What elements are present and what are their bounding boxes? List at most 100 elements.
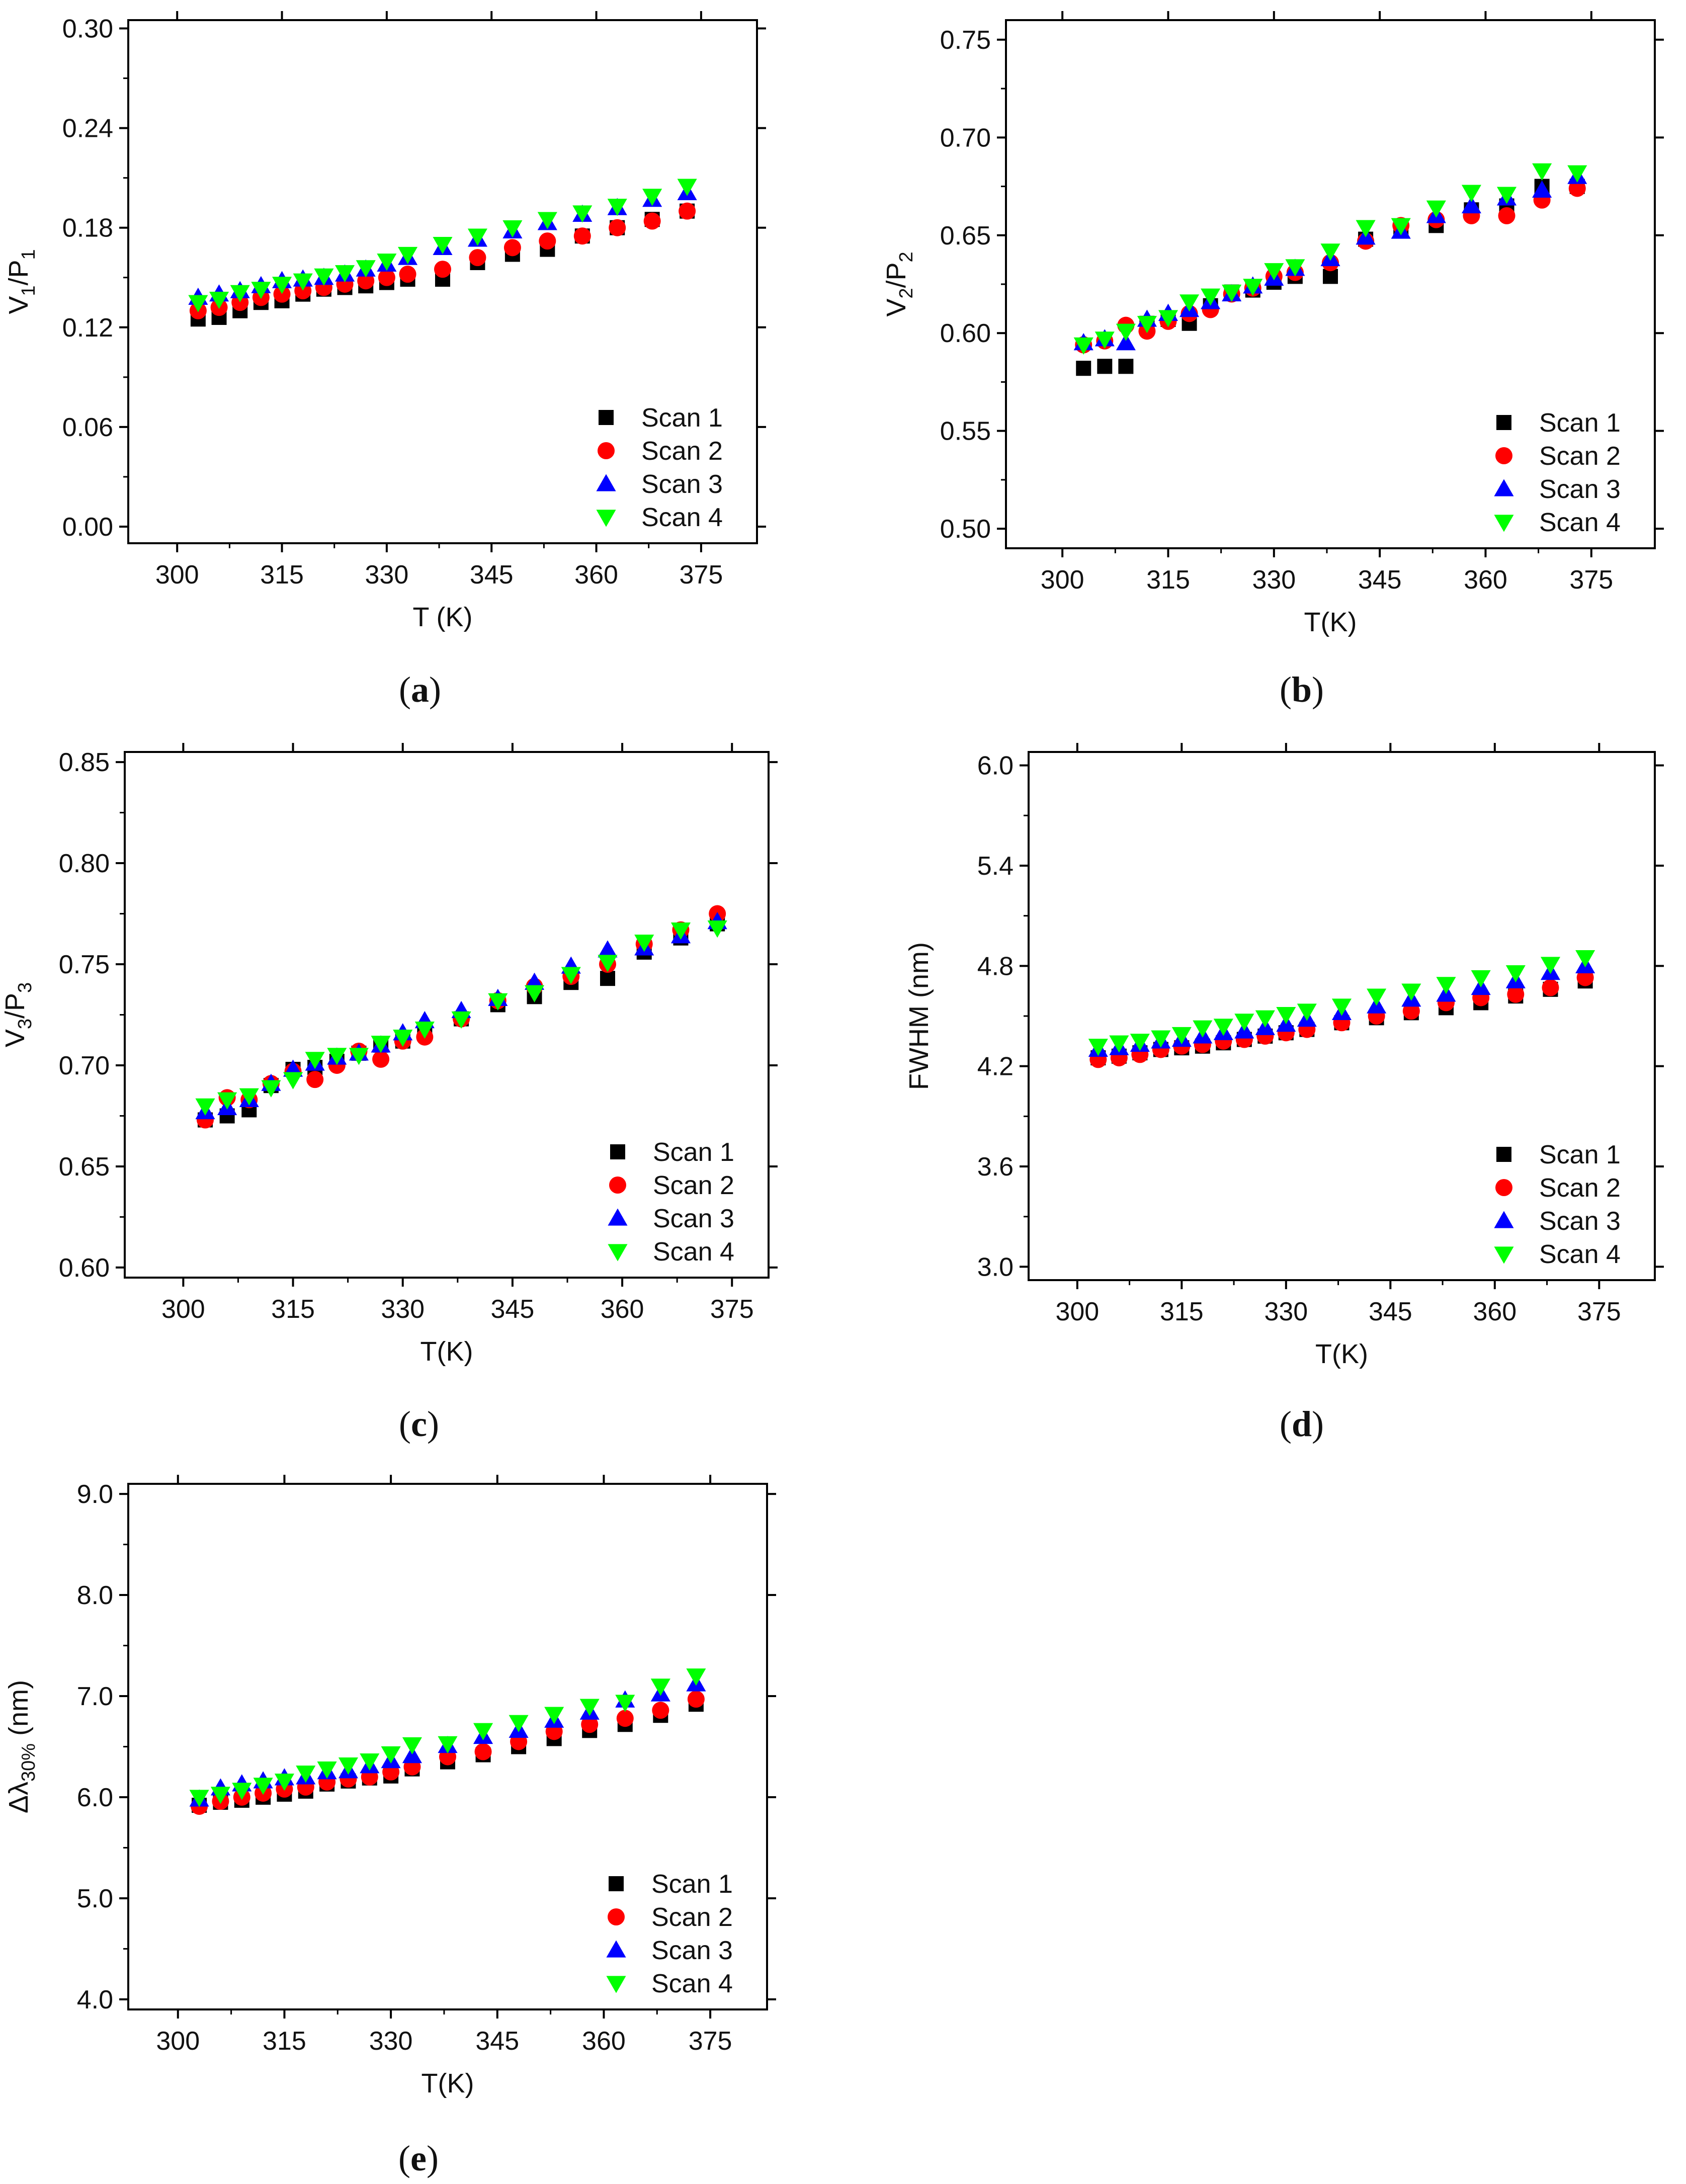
data-point: [598, 940, 618, 958]
data-point: [1088, 1039, 1108, 1056]
y-tick-label: 0.30: [62, 15, 113, 44]
legend-label: Scan 3: [641, 470, 723, 499]
legend-marker: [608, 1208, 628, 1226]
data-point: [393, 1030, 413, 1047]
data-point: [1255, 1010, 1275, 1028]
data-point: [1171, 1027, 1192, 1045]
legend-marker: [609, 1876, 624, 1891]
data-point: [524, 985, 545, 1002]
x-axis-label: T(K): [1315, 1339, 1368, 1369]
series-4: [195, 920, 727, 1116]
legend-marker: [1495, 1179, 1512, 1196]
legend-marker: [1496, 1147, 1511, 1162]
legend-label: Scan 2: [653, 1171, 734, 1200]
legend-marker: [610, 1144, 625, 1159]
data-point: [1426, 200, 1446, 218]
x-axis-label: T(K): [422, 2068, 474, 2098]
data-point: [634, 935, 654, 952]
series-4: [188, 179, 697, 312]
x-tick-label: 360: [1473, 1297, 1516, 1326]
data-point: [317, 1761, 337, 1779]
x-tick-label: 330: [369, 2027, 413, 2056]
data-point: [679, 202, 696, 220]
data-point: [195, 1098, 215, 1116]
data-point: [572, 205, 593, 223]
data-point: [1097, 359, 1113, 374]
x-tick-label: 345: [1358, 565, 1402, 595]
data-point: [372, 1050, 390, 1068]
data-point: [1461, 196, 1481, 214]
x-axis-label: T(K): [1304, 607, 1357, 637]
y-tick-label: 6.0: [977, 751, 1014, 781]
data-point: [402, 1746, 422, 1763]
y-tick-label: 5.4: [977, 852, 1014, 881]
data-point: [1116, 333, 1136, 351]
plot-frame: [127, 19, 758, 544]
data-point: [1331, 998, 1352, 1016]
data-point: [1567, 165, 1587, 183]
legend-label: Scan 3: [653, 1204, 734, 1233]
data-point: [1213, 1019, 1233, 1036]
legend-marker: [1494, 479, 1514, 496]
chart-panel-e: 300 315 330 345 360 375 4.0 5.0 6.0 7.0 8.0 9.0 T(K)…: [4, 1475, 776, 2098]
legend-label: Scan 1: [641, 403, 723, 433]
data-point: [230, 285, 250, 303]
legend-label: Scan 2: [651, 1903, 733, 1932]
data-point: [1505, 965, 1526, 983]
data-point: [1118, 359, 1134, 374]
data-point: [1436, 977, 1456, 994]
data-point: [338, 1757, 358, 1775]
legend-marker: [608, 1908, 625, 1925]
data-point: [539, 232, 556, 250]
data-point: [467, 228, 487, 246]
legend-marker: [1496, 415, 1511, 430]
data-point: [1264, 263, 1284, 281]
panel-label: (d): [1280, 1404, 1324, 1444]
data-point: [356, 260, 376, 278]
x-axis-label: T (K): [413, 602, 473, 632]
data-point: [1576, 969, 1594, 986]
data-point: [402, 1737, 422, 1755]
y-tick-label: 0.12: [62, 313, 113, 343]
y-tick-label: 0.85: [59, 748, 110, 777]
data-point: [488, 993, 508, 1011]
x-tick-label: 315: [263, 2027, 306, 2056]
y-tick-label: 6.0: [77, 1783, 113, 1812]
data-point: [1356, 220, 1376, 237]
data-point: [349, 1048, 369, 1065]
y-tick-label: 0.70: [940, 123, 991, 152]
data-point: [209, 292, 229, 309]
y-tick-label: 0.65: [940, 221, 991, 250]
x-tick-label: 360: [601, 1295, 644, 1324]
data-point: [707, 920, 727, 938]
data-point: [305, 1052, 325, 1069]
x-tick-label: 300: [161, 1295, 205, 1324]
data-point: [283, 1072, 303, 1089]
data-point: [1575, 950, 1595, 968]
data-point: [360, 1753, 380, 1771]
data-point: [398, 246, 418, 265]
data-point: [1532, 180, 1552, 198]
data-point: [188, 295, 208, 312]
data-point: [1109, 1035, 1129, 1053]
x-tick-label: 360: [1464, 565, 1507, 595]
data-point: [451, 1011, 471, 1029]
y-tick-label: 4.0: [77, 1985, 113, 2014]
y-tick-label: 3.6: [977, 1152, 1014, 1182]
legend-label: Scan 3: [1539, 475, 1621, 504]
data-point: [272, 277, 292, 294]
legend-marker: [1494, 1211, 1514, 1228]
y-tick-label: 0.06: [62, 413, 113, 442]
legend-label: Scan 2: [641, 437, 723, 466]
data-point: [1193, 1020, 1213, 1038]
y-tick-label: 9.0: [77, 1480, 113, 1509]
x-tick-label: 375: [710, 1295, 754, 1324]
x-tick-label: 300: [155, 560, 199, 590]
data-point: [1498, 207, 1515, 224]
data-point: [677, 179, 697, 196]
data-point: [561, 967, 581, 984]
legend-marker: [609, 1177, 626, 1194]
data-point: [293, 273, 313, 291]
data-point: [306, 1071, 324, 1088]
legend-marker: [599, 410, 614, 425]
